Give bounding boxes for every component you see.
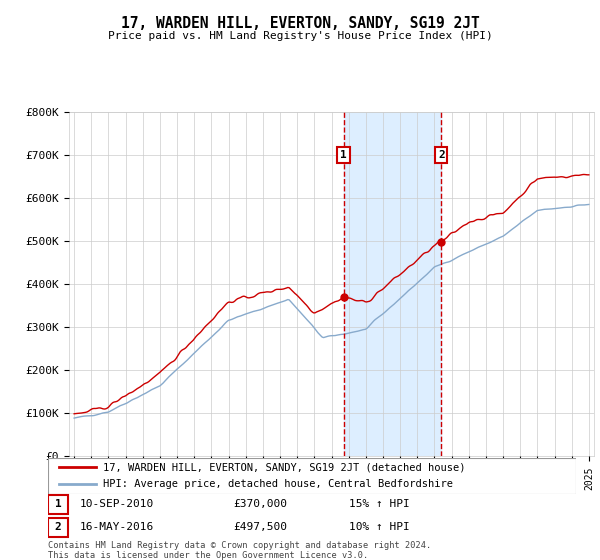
Text: 2: 2 — [55, 522, 61, 532]
Text: £370,000: £370,000 — [233, 500, 287, 509]
Text: 17, WARDEN HILL, EVERTON, SANDY, SG19 2JT: 17, WARDEN HILL, EVERTON, SANDY, SG19 2J… — [121, 16, 479, 31]
FancyBboxPatch shape — [48, 494, 68, 514]
Text: 16-MAY-2016: 16-MAY-2016 — [80, 522, 154, 532]
Text: 10% ↑ HPI: 10% ↑ HPI — [349, 522, 410, 532]
Text: 15% ↑ HPI: 15% ↑ HPI — [349, 500, 410, 509]
Text: Price paid vs. HM Land Registry's House Price Index (HPI): Price paid vs. HM Land Registry's House … — [107, 31, 493, 41]
Text: HPI: Average price, detached house, Central Bedfordshire: HPI: Average price, detached house, Cent… — [103, 479, 454, 489]
Text: 10-SEP-2010: 10-SEP-2010 — [80, 500, 154, 509]
Text: 2: 2 — [438, 150, 445, 160]
FancyBboxPatch shape — [48, 517, 68, 537]
Text: 1: 1 — [340, 150, 347, 160]
Text: 17, WARDEN HILL, EVERTON, SANDY, SG19 2JT (detached house): 17, WARDEN HILL, EVERTON, SANDY, SG19 2J… — [103, 463, 466, 472]
Bar — [344, 112, 442, 456]
Text: £497,500: £497,500 — [233, 522, 287, 532]
Text: Contains HM Land Registry data © Crown copyright and database right 2024.
This d: Contains HM Land Registry data © Crown c… — [48, 541, 431, 560]
Text: 1: 1 — [55, 500, 61, 509]
